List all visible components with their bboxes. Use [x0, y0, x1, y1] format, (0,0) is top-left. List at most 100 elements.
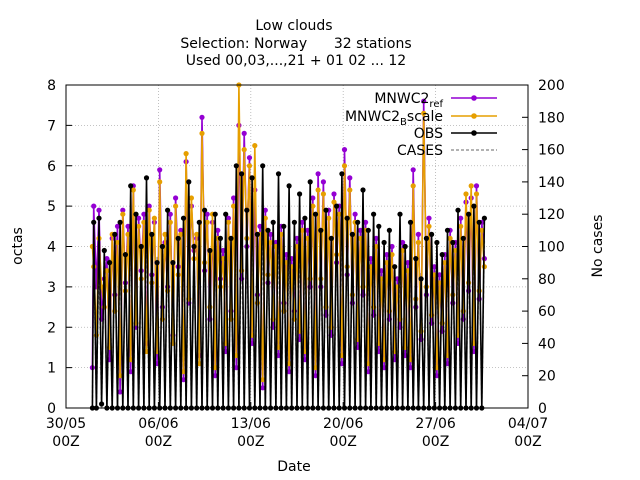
data-point-mnwc2bscale: [473, 191, 480, 197]
data-point-mnwc2ref: [233, 365, 239, 371]
data-point-mnwc2bscale: [151, 215, 157, 221]
data-point-obs: [112, 231, 118, 237]
data-point-obs: [402, 243, 408, 250]
data-point-obs: [117, 219, 123, 225]
legend-label-cases: CASES: [397, 143, 443, 159]
data-point-obs: [96, 215, 102, 221]
data-point-mnwc2ref: [389, 243, 395, 250]
data-point-mnwc2ref: [104, 256, 110, 262]
data-point-obs: [418, 276, 424, 282]
data-point-obs: [159, 243, 165, 250]
data-point-obs: [270, 219, 276, 225]
y-tick-label: 1: [47, 361, 56, 377]
y-tick-label: 0: [47, 401, 56, 417]
data-point-mnwc2bscale: [268, 239, 274, 246]
data-point-obs: [217, 235, 223, 241]
data-point-obs: [99, 401, 105, 407]
data-point-obs: [434, 239, 440, 246]
y-tick-label: 4: [47, 240, 56, 256]
data-point-mnwc2ref: [241, 130, 247, 136]
y2-tick-label: 0: [538, 401, 547, 417]
data-point-mnwc2bscale: [421, 110, 427, 116]
data-point-obs: [339, 171, 345, 177]
y-tick-label: 6: [47, 159, 56, 175]
data-point-mnwc2ref: [331, 191, 337, 197]
data-point-mnwc2bscale: [341, 163, 348, 169]
data-point-obs: [228, 235, 234, 241]
data-point-mnwc2ref: [128, 369, 134, 375]
data-point-mnwc2ref: [167, 211, 173, 217]
data-point-mnwc2ref: [318, 284, 324, 290]
data-point-mnwc2ref: [204, 211, 210, 217]
data-point-mnwc2bscale: [320, 191, 326, 197]
data-point-obs: [154, 260, 160, 266]
data-point-obs: [376, 223, 382, 229]
data-point-obs: [471, 203, 477, 209]
data-point-obs: [392, 264, 398, 270]
data-point-obs: [107, 260, 113, 266]
data-point-obs: [122, 252, 128, 258]
data-point-mnwc2bscale: [349, 292, 355, 298]
data-point-obs: [170, 260, 176, 266]
data-point-obs: [191, 243, 197, 250]
data-point-mnwc2bscale: [117, 373, 123, 379]
y-tick-label: 5: [47, 199, 56, 215]
data-point-mnwc2ref: [212, 373, 218, 379]
data-point-obs: [254, 231, 260, 237]
data-point-mnwc2ref: [320, 179, 326, 185]
data-point-obs: [413, 256, 419, 262]
data-point-obs: [244, 207, 250, 213]
data-point-mnwc2ref: [199, 114, 205, 120]
data-point-mnwc2ref: [231, 195, 237, 201]
y2-tick-label: 140: [538, 175, 565, 191]
y2-tick-label: 120: [538, 207, 565, 223]
x-tick-label-date: 27/06: [415, 416, 455, 432]
data-point-mnwc2bscale: [384, 260, 390, 266]
data-point-mnwc2bscale: [466, 280, 472, 286]
data-point-obs: [175, 235, 181, 241]
data-point-mnwc2ref: [373, 235, 379, 241]
data-point-mnwc2ref: [352, 211, 358, 217]
data-point-mnwc2bscale: [463, 191, 469, 197]
data-point-mnwc2bscale: [114, 239, 121, 246]
y-tick-label: 3: [47, 280, 56, 296]
data-point-mnwc2ref: [136, 215, 142, 221]
legend-label-mnwc2bscale: MNWC2Bscale: [345, 109, 443, 128]
data-point-obs: [233, 163, 239, 169]
data-point-obs: [212, 211, 218, 217]
data-point-mnwc2ref: [312, 373, 319, 379]
data-point-mnwc2ref: [117, 389, 123, 395]
x-tick-label-date: 13/06: [231, 416, 271, 432]
data-point-mnwc2ref: [286, 369, 292, 375]
data-point-obs: [275, 171, 282, 177]
data-point-mnwc2bscale: [315, 187, 321, 193]
data-point-obs: [455, 207, 461, 213]
data-point-obs: [386, 227, 392, 233]
data-point-obs: [196, 219, 202, 225]
data-point-obs: [349, 231, 355, 237]
data-point-mnwc2ref: [341, 147, 348, 153]
data-point-obs: [460, 235, 466, 241]
x-tick-label-time: 00Z: [52, 434, 79, 450]
data-point-mnwc2bscale: [246, 163, 253, 169]
data-point-mnwc2ref: [315, 171, 321, 177]
legend-label-obs: OBS: [414, 126, 443, 142]
data-point-obs: [91, 219, 97, 225]
data-point-obs: [423, 235, 429, 241]
data-point-mnwc2ref: [458, 215, 464, 221]
data-point-obs: [344, 215, 350, 221]
data-point-obs: [381, 239, 387, 246]
data-point-mnwc2ref: [431, 264, 437, 270]
data-point-mnwc2bscale: [415, 239, 421, 246]
data-point-mnwc2ref: [357, 227, 363, 233]
data-point-mnwc2ref: [114, 223, 121, 229]
data-point-mnwc2bscale: [310, 203, 316, 209]
data-point-mnwc2bscale: [336, 211, 342, 217]
y2-tick-label: 60: [538, 304, 556, 320]
x-tick-label-time: 00Z: [422, 434, 449, 450]
data-point-obs: [281, 223, 287, 229]
data-point-obs: [165, 207, 171, 213]
data-point-mnwc2ref: [347, 175, 353, 181]
y2-tick-label: 40: [538, 336, 556, 352]
data-point-mnwc2ref: [400, 239, 406, 246]
